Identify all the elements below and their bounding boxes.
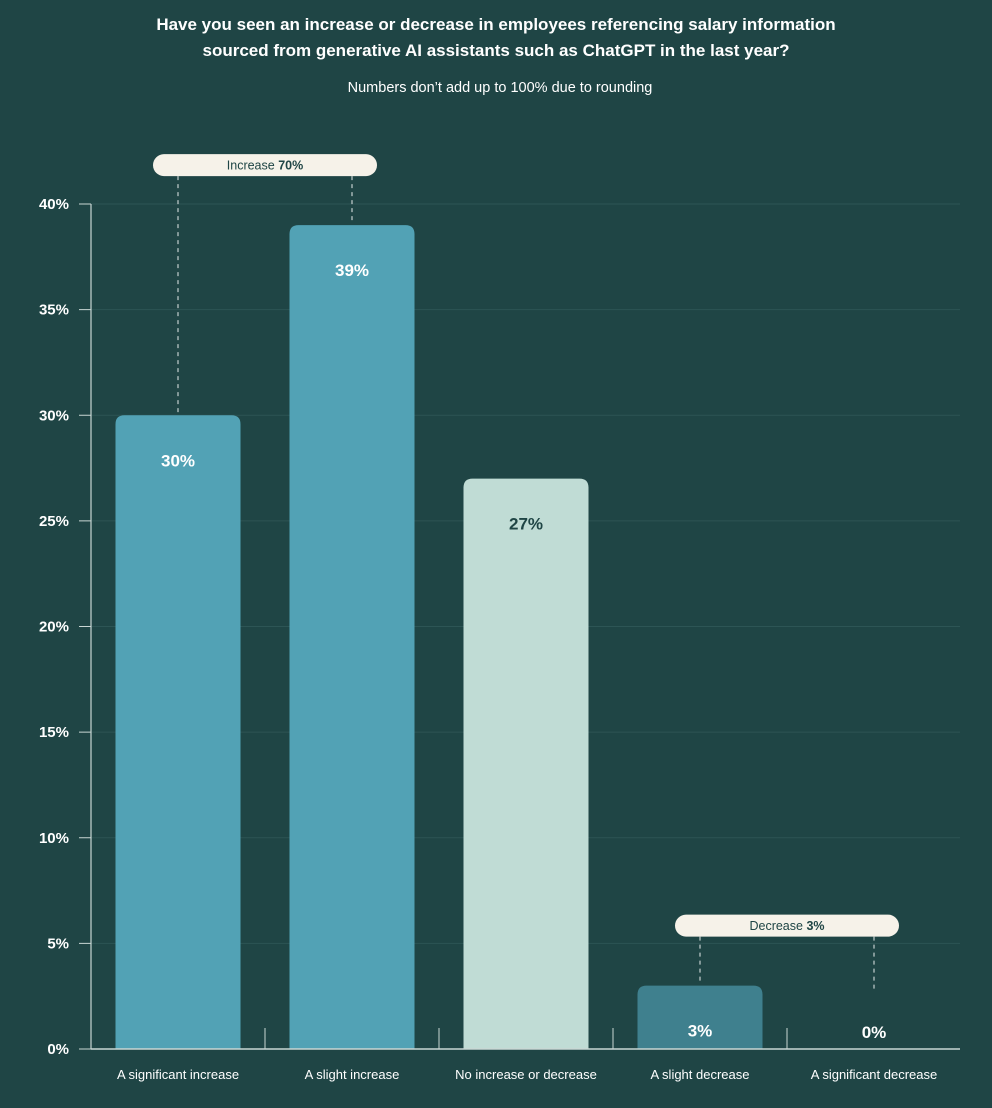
y-tick-label: 20% [39,619,69,636]
group-callout-text: Increase 70% [227,159,303,173]
y-tick-label: 0% [47,1041,69,1058]
axes: 0% 5% 10% 15% 20% 25% 30% 35% 40% A significant i… [39,196,960,1082]
y-tick-label: 30% [39,407,69,424]
x-tick-label: A significant increase [117,1067,239,1082]
group-callout-text: Decrease 3% [749,919,824,933]
group-callout-label: Increase [227,159,275,173]
group-callout-label: Decrease [749,919,803,933]
group-callouts: Increase 70% Decrease 3% [153,154,899,989]
x-tick-label: No increase or decrease [455,1067,597,1082]
y-tick-label: 25% [39,513,69,530]
data-label: 30% [161,451,195,470]
bars: 30% 39% 27% 3% 0% [115,225,887,1049]
group-callout-pill [153,154,377,177]
y-tick-label: 40% [39,196,69,213]
y-tick-label: 15% [39,724,69,741]
chart-subtitle: Numbers don’t add up to 100% due to roun… [348,80,653,96]
chart-title-line-2: sourced from generative AI assistants su… [202,41,789,60]
bar [115,415,241,1049]
y-tick-label: 5% [47,935,69,952]
bar [637,985,763,1049]
group-callout-value: 70% [278,159,303,173]
bar [289,225,415,1049]
bar [463,478,589,1049]
x-tick-label: A slight increase [305,1067,400,1082]
data-label: 3% [688,1022,713,1041]
group-callout-pill [675,914,899,937]
x-tick-label: A significant decrease [811,1067,937,1082]
chart-title-line-1: Have you seen an increase or decrease in… [156,15,835,34]
data-label: 27% [509,515,543,534]
x-tick-label: A slight decrease [650,1067,749,1082]
y-tick-label: 35% [39,302,69,319]
group-callout-value: 3% [806,919,824,933]
data-label: 39% [335,261,369,280]
y-tick-label: 10% [39,830,69,847]
data-label: 0% [862,1023,887,1042]
